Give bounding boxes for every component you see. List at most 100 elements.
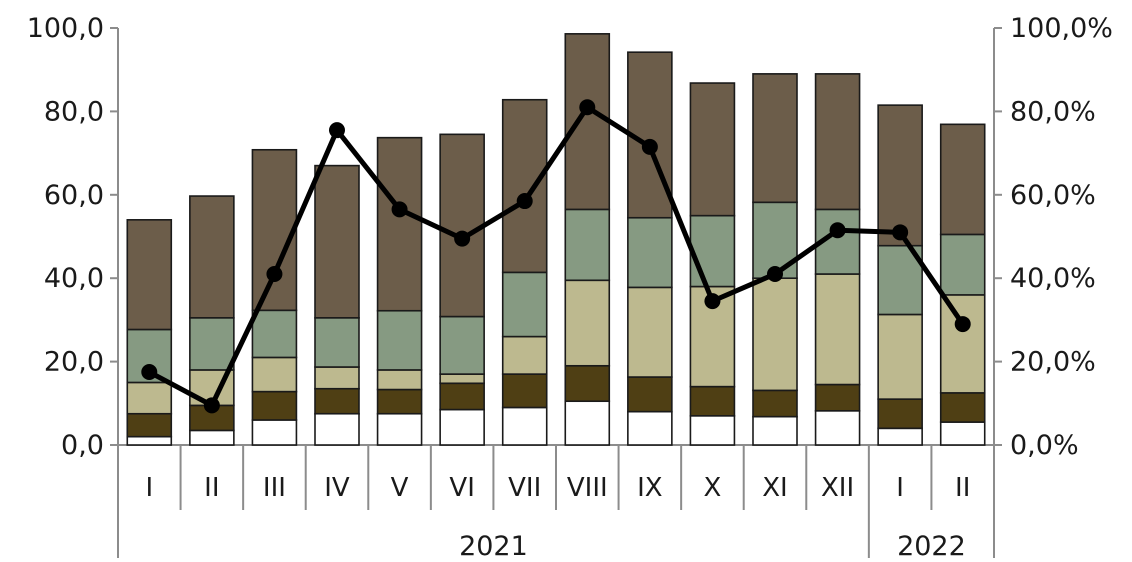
- line-point: [329, 122, 345, 139]
- line-point: [516, 193, 533, 210]
- bar-segment-4: [439, 315, 485, 375]
- category-label: X: [704, 473, 722, 503]
- bar-segment-1: [627, 410, 673, 446]
- bar-segment-5: [939, 123, 986, 236]
- left-tick-label: 80,0: [44, 96, 104, 127]
- bar-segment-4: [627, 216, 673, 289]
- right-tick-label: 40,0%: [1010, 263, 1096, 294]
- year-label: 2021: [459, 531, 528, 562]
- bar-segment-3: [939, 294, 986, 394]
- line-point: [829, 222, 846, 239]
- bar-segment-4: [314, 317, 360, 368]
- bar-segment-4: [564, 208, 611, 282]
- bar-segment-5: [376, 136, 423, 312]
- line-point: [892, 224, 909, 241]
- category-label: VIII: [567, 473, 608, 503]
- left-tick-label: 20,0: [44, 347, 104, 378]
- bar-segment-2: [314, 387, 360, 415]
- bar-segment-2: [877, 398, 923, 430]
- bar-segment-2: [814, 383, 861, 412]
- bar-segment-5: [564, 33, 611, 211]
- bar-segment-1: [564, 400, 611, 446]
- line-point: [266, 266, 283, 283]
- bar-segment-5: [126, 219, 173, 331]
- bar-segment-1: [877, 427, 923, 446]
- bar-segment-4: [189, 317, 235, 371]
- right-tick-label: 100,0%: [1010, 13, 1113, 44]
- bar-segment-5: [439, 133, 485, 318]
- bar-segment-3: [501, 335, 548, 375]
- left-tick-label: 60,0: [44, 180, 104, 211]
- bar-segment-2: [501, 373, 548, 409]
- bar-segment-1: [939, 421, 986, 446]
- bar-segment-5: [689, 82, 736, 217]
- bar-segment-3: [126, 381, 173, 415]
- category-label: I: [145, 473, 153, 503]
- bar-segment-3: [376, 369, 423, 391]
- bar-segment-2: [627, 376, 673, 413]
- bar-segment-4: [939, 233, 986, 296]
- category-label: IV: [324, 473, 350, 503]
- bar-segment-2: [752, 389, 798, 418]
- bar-segment-3: [752, 277, 798, 392]
- line-point: [579, 99, 596, 116]
- bar-segment-4: [501, 271, 548, 338]
- bar-segment-1: [126, 435, 173, 446]
- bar-segment-5: [814, 73, 861, 211]
- bar-segment-5: [251, 148, 298, 312]
- right-tick-label: 80,0%: [1010, 96, 1096, 127]
- bar-segment-1: [314, 412, 360, 446]
- bar-segment-4: [251, 309, 298, 359]
- line-point: [391, 201, 408, 218]
- category-label: XI: [762, 473, 787, 503]
- line-series: [148, 104, 965, 408]
- bar-segment-5: [752, 73, 798, 204]
- category-label: II: [204, 473, 219, 503]
- bar-segment-1: [376, 412, 423, 446]
- bar-segment-2: [376, 388, 423, 415]
- left-tick-label: 0,0: [61, 430, 104, 461]
- category-label: III: [263, 473, 286, 503]
- bar-segment-5: [189, 195, 235, 319]
- bar-segment-5: [501, 98, 548, 274]
- bar-segment-2: [126, 412, 173, 438]
- line-point: [141, 364, 158, 381]
- category-label: IX: [637, 473, 662, 503]
- bar-segment-2: [939, 392, 986, 423]
- bar-segment-4: [126, 328, 173, 384]
- bar-segment-1: [689, 415, 736, 446]
- bar-segment-3: [877, 313, 923, 400]
- right-tick-label: 20,0%: [1010, 347, 1096, 378]
- bar-segment-4: [376, 309, 423, 371]
- category-label: VII: [508, 473, 541, 503]
- bar-segment-1: [251, 419, 298, 446]
- bar-segment-2: [564, 364, 611, 403]
- year-label: 2022: [897, 531, 966, 562]
- line-point: [203, 397, 220, 414]
- bar-segment-3: [439, 373, 485, 385]
- bar-segment-2: [689, 385, 736, 417]
- right-tick-label: 0,0%: [1010, 430, 1079, 461]
- bar-segment-3: [814, 273, 861, 386]
- bar-segment-1: [439, 408, 485, 446]
- line-point: [704, 293, 721, 310]
- bar-segment-5: [877, 104, 923, 247]
- bar-segment-2: [439, 382, 485, 411]
- left-tick-label: 100,0: [27, 13, 104, 44]
- bar-segment-3: [627, 286, 673, 378]
- bar-segment-1: [189, 429, 235, 446]
- line-point: [954, 316, 971, 333]
- bar-segment-2: [251, 390, 298, 421]
- line-point: [767, 266, 783, 283]
- bar-segment-3: [314, 366, 360, 390]
- category-label: VI: [449, 473, 474, 503]
- category-label: V: [391, 473, 409, 503]
- right-tick-label: 60,0%: [1010, 180, 1096, 211]
- category-label: I: [896, 473, 904, 503]
- line-point: [641, 138, 658, 155]
- category-label: XII: [821, 473, 854, 503]
- bar-segment-4: [689, 214, 736, 288]
- bar-segment-1: [814, 410, 861, 446]
- bar-segment-5: [314, 164, 360, 319]
